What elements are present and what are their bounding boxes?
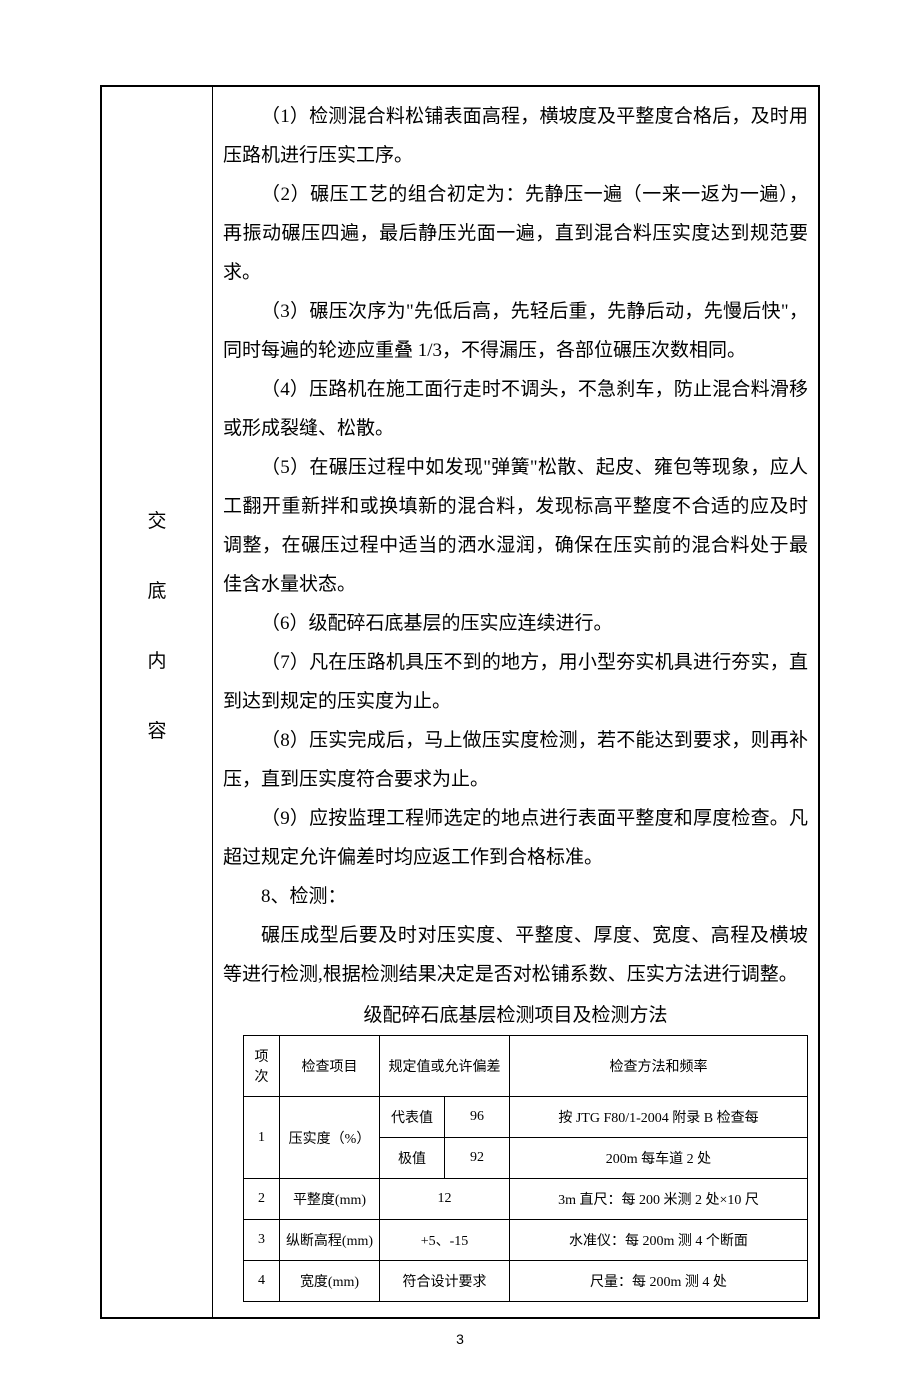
cell-item: 纵断高程(mm): [280, 1220, 380, 1261]
page-frame: 交 底 内 容 （1）检测混合料松铺表面高程，横坡度及平整度合格后，及时用压路机…: [100, 85, 820, 1319]
table-row: 2 平整度(mm) 12 3m 直尺：每 200 米测 2 处×10 尺: [244, 1179, 808, 1220]
paragraph-9: （9）应按监理工程师选定的地点进行表面平整度和厚度检查。凡超过规定允许偏差时均应…: [223, 799, 808, 877]
cell-method: 3m 直尺：每 200 米测 2 处×10 尺: [510, 1179, 808, 1220]
cell-spec-value: 92: [445, 1138, 510, 1179]
label-char-3: 内: [147, 627, 166, 697]
cell-idx: 1: [244, 1097, 280, 1179]
table-row: 1 压实度（%） 代表值 96 按 JTG F80/1-2004 附录 B 检查…: [244, 1097, 808, 1138]
cell-spec: 符合设计要求: [380, 1261, 510, 1302]
table-row: 3 纵断高程(mm) +5、-15 水准仪：每 200m 测 4 个断面: [244, 1220, 808, 1261]
paragraph-1: （1）检测混合料松铺表面高程，横坡度及平整度合格后，及时用压路机进行压实工序。: [223, 97, 808, 175]
cell-item: 宽度(mm): [280, 1261, 380, 1302]
paragraph-2: （2）碾压工艺的组合初定为：先静压一遍（一来一返为一遍），再振动碾压四遍，最后静…: [223, 175, 808, 292]
paragraph-10: 8、检测：: [223, 877, 808, 916]
cell-spec: +5、-15: [380, 1220, 510, 1261]
header-item: 检查项目: [280, 1036, 380, 1097]
cell-spec-label: 代表值: [380, 1097, 445, 1138]
label-char-4: 容: [147, 697, 166, 767]
table-row: 4 宽度(mm) 符合设计要求 尺量：每 200m 测 4 处: [244, 1261, 808, 1302]
cell-spec-value: 96: [445, 1097, 510, 1138]
cell-method: 水准仪：每 200m 测 4 个断面: [510, 1220, 808, 1261]
paragraph-3: （3）碾压次序为"先低后高，先轻后重，先静后动，先慢后快"，同时每遍的轮迹应重叠…: [223, 292, 808, 370]
label-char-2: 底: [147, 557, 166, 627]
section-label: 交 底 内 容: [147, 487, 166, 767]
inspection-table: 项次 检查项目 规定值或允许偏差 检查方法和频率 1 压实度（%） 代表值 96…: [243, 1035, 808, 1302]
label-char-1: 交: [147, 487, 166, 557]
page-number: 3: [100, 1331, 820, 1347]
paragraph-11: 碾压成型后要及时对压实度、平整度、厚度、宽度、高程及横坡等进行检测,根据检测结果…: [223, 916, 808, 994]
left-column: 交 底 内 容: [102, 87, 213, 1317]
cell-method: 按 JTG F80/1-2004 附录 B 检查每: [510, 1097, 808, 1138]
cell-idx: 3: [244, 1220, 280, 1261]
header-method: 检查方法和频率: [510, 1036, 808, 1097]
paragraph-5: （5）在碾压过程中如发现"弹簧"松散、起皮、雍包等现象，应人工翻开重新拌和或换填…: [223, 448, 808, 604]
table-header-row: 项次 检查项目 规定值或允许偏差 检查方法和频率: [244, 1036, 808, 1097]
table-caption: 级配碎石底基层检测项目及检测方法: [223, 996, 808, 1035]
content-column: （1）检测混合料松铺表面高程，横坡度及平整度合格后，及时用压路机进行压实工序。 …: [213, 87, 818, 1317]
paragraph-6: （6）级配碎石底基层的压实应连续进行。: [223, 604, 808, 643]
cell-method: 尺量：每 200m 测 4 处: [510, 1261, 808, 1302]
cell-method: 200m 每车道 2 处: [510, 1138, 808, 1179]
paragraph-7: （7）凡在压路机具压不到的地方，用小型夯实机具进行夯实，直到达到规定的压实度为止…: [223, 643, 808, 721]
header-spec: 规定值或允许偏差: [380, 1036, 510, 1097]
cell-idx: 2: [244, 1179, 280, 1220]
paragraph-4: （4）压路机在施工面行走时不调头，不急刹车，防止混合料滑移或形成裂缝、松散。: [223, 370, 808, 448]
cell-item: 平整度(mm): [280, 1179, 380, 1220]
cell-spec-label: 极值: [380, 1138, 445, 1179]
cell-item: 压实度（%）: [280, 1097, 380, 1179]
cell-spec: 12: [380, 1179, 510, 1220]
cell-idx: 4: [244, 1261, 280, 1302]
header-index: 项次: [244, 1036, 280, 1097]
paragraph-8: （8）压实完成后，马上做压实度检测，若不能达到要求，则再补压，直到压实度符合要求…: [223, 721, 808, 799]
